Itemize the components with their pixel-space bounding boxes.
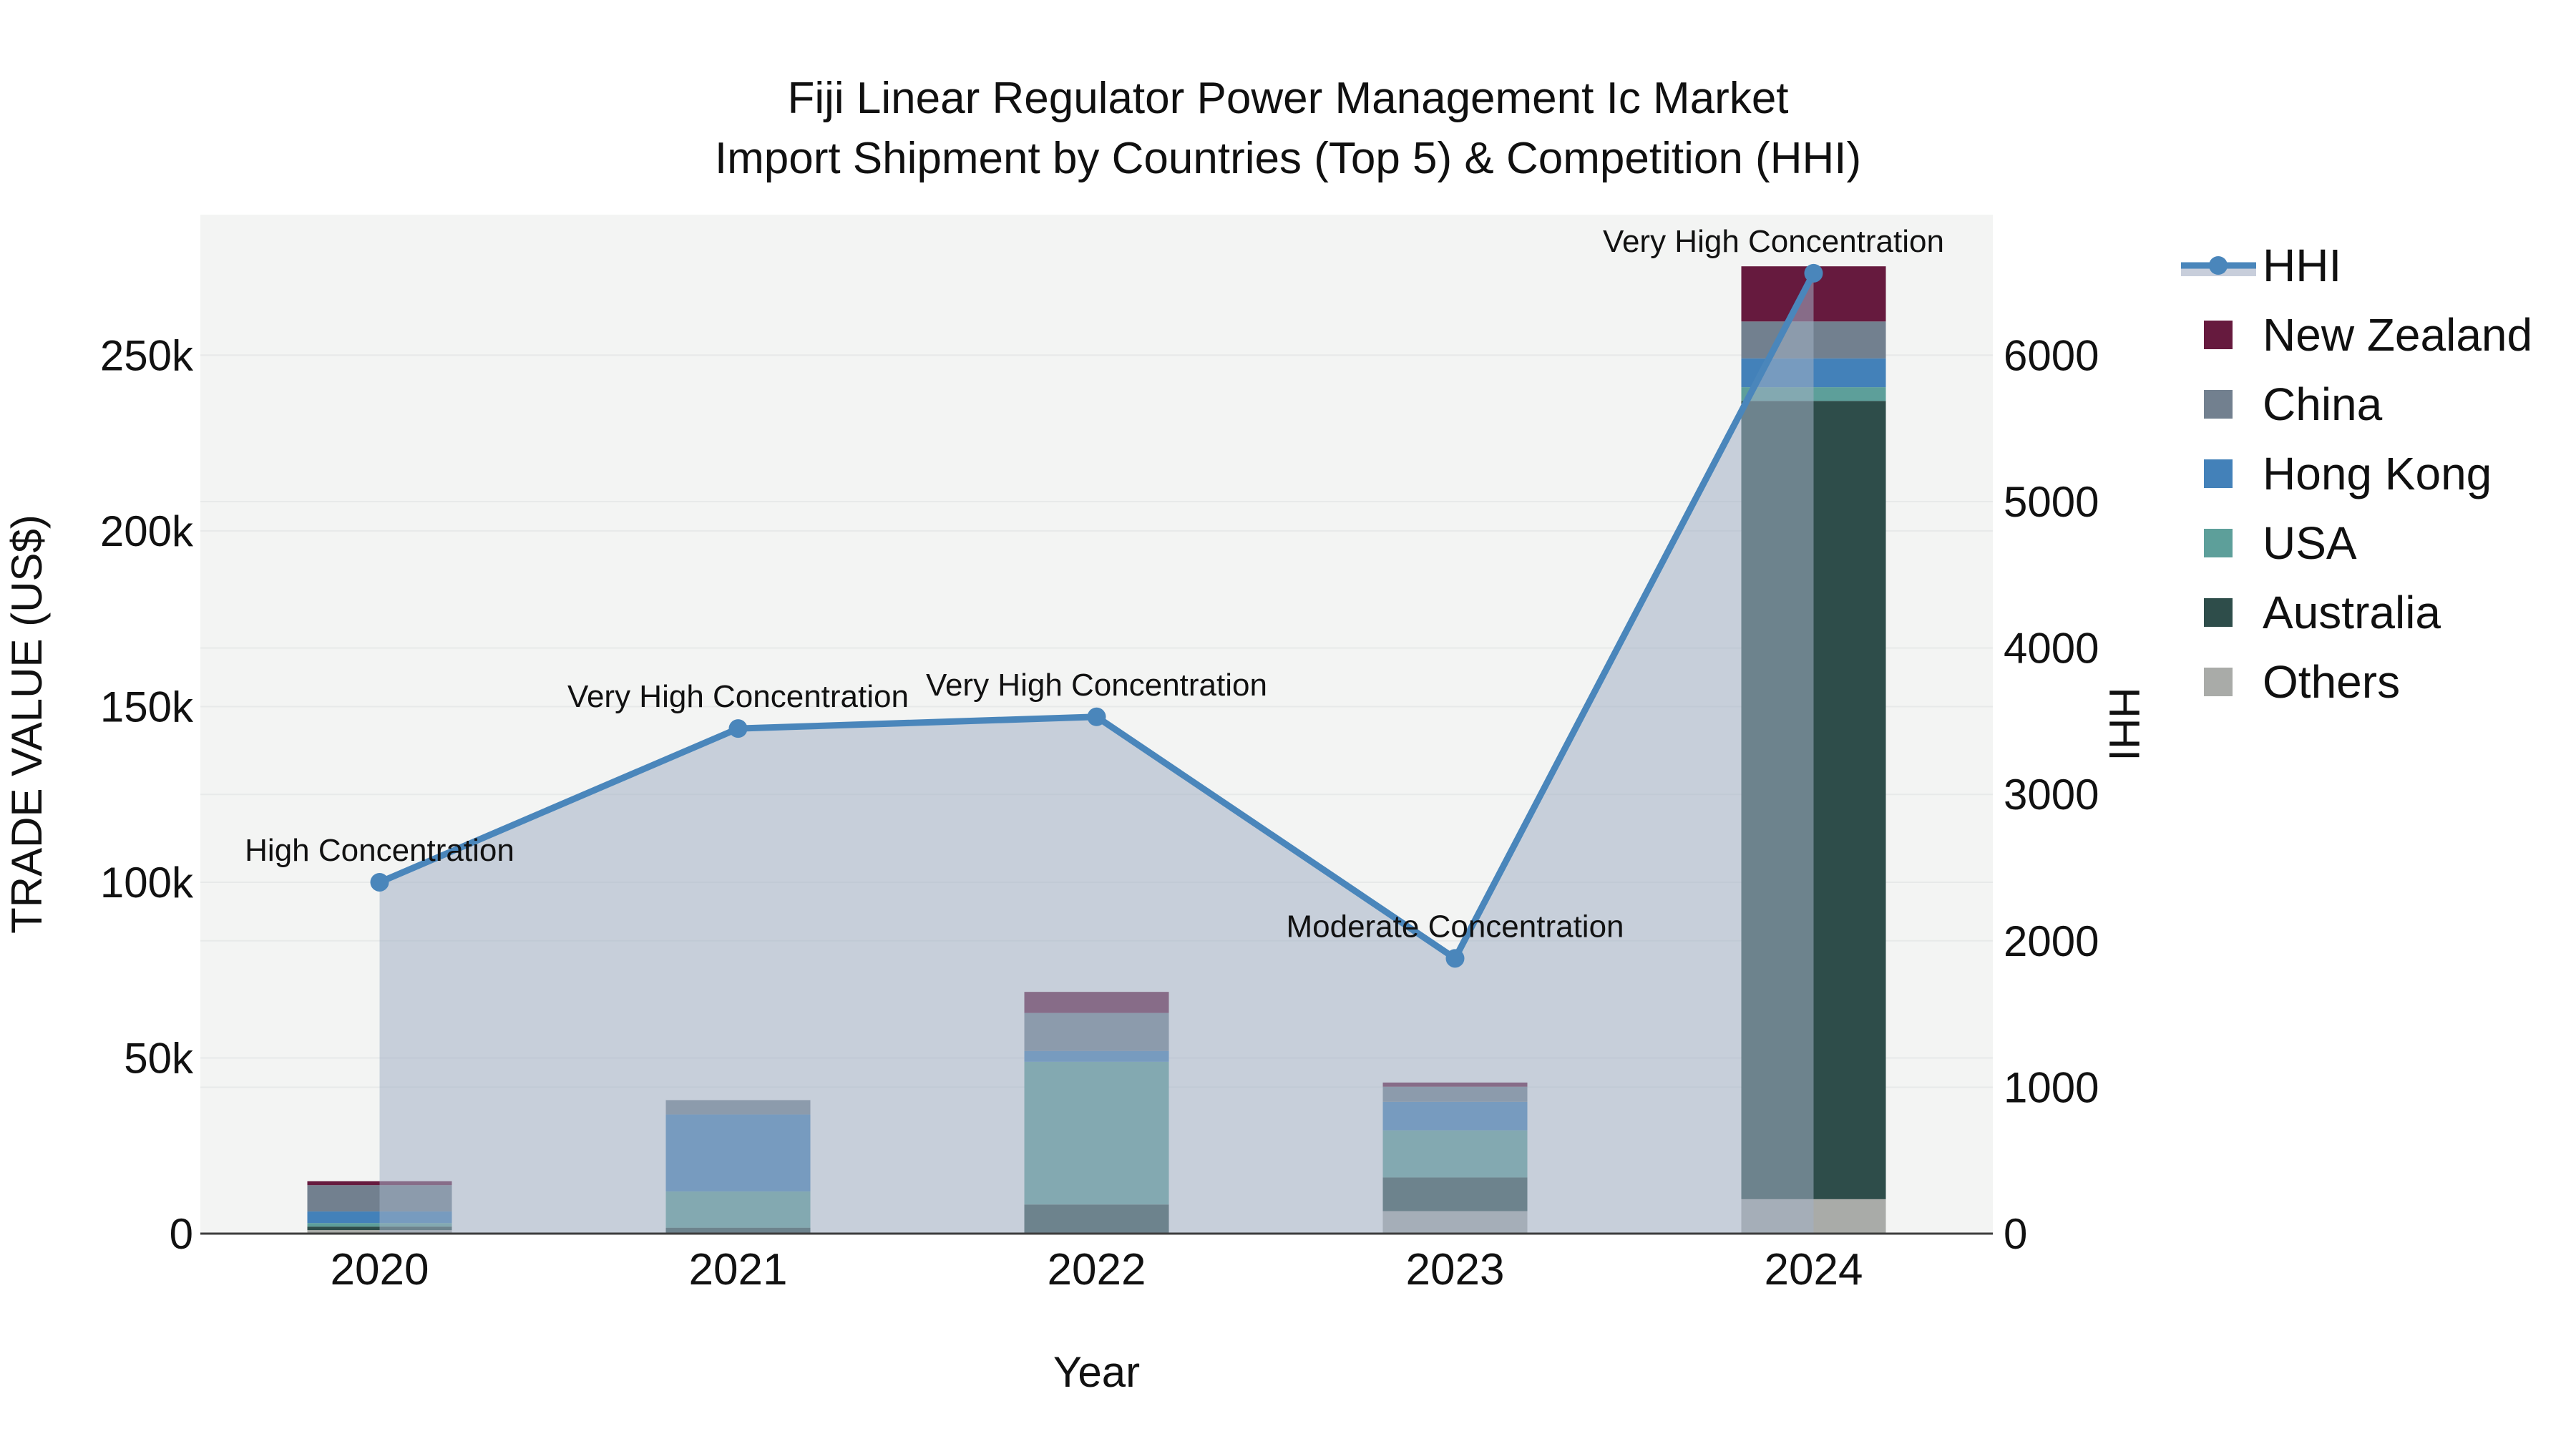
legend-item-label: Others <box>2263 655 2401 708</box>
x-tick-label: 2020 <box>331 1245 429 1294</box>
legend-swatch-color <box>2204 389 2233 419</box>
legend-item-label: USA <box>2263 517 2357 569</box>
y-right-tick-label: 6000 <box>2004 331 2099 379</box>
hhi-marker-2022[interactable] <box>1087 707 1106 726</box>
hhi-marker-2021[interactable] <box>728 719 748 738</box>
y-right-tick-label: 5000 <box>2004 478 2099 526</box>
legend-line-sample <box>2175 249 2263 282</box>
annotation-2023: Moderate Concentration <box>1286 909 1624 944</box>
legend-item-label: Australia <box>2263 586 2441 638</box>
y-right-tick-label: 1000 <box>2004 1063 2099 1111</box>
legend-item-hong-kong[interactable]: Hong Kong <box>2175 439 2576 508</box>
y-right-tick-label: 4000 <box>2004 625 2099 673</box>
legend-swatch-color <box>2204 528 2233 557</box>
y-left-tick-label: 50k <box>124 1034 194 1082</box>
legend-item-hhi[interactable]: HHI <box>2175 230 2576 300</box>
hhi-line-sample-icon <box>2181 255 2256 276</box>
annotation-2021: Very High Concentration <box>567 679 909 714</box>
legend-item-label: New Zealand <box>2263 308 2533 361</box>
annotation-2022: Very High Concentration <box>926 668 1267 703</box>
legend-item-australia[interactable]: Australia <box>2175 577 2576 647</box>
hhi-marker-2024[interactable] <box>1804 263 1823 283</box>
legend-swatch <box>2175 528 2263 557</box>
legend-item-label: Hong Kong <box>2263 447 2492 499</box>
hhi-marker-2020[interactable] <box>370 872 389 892</box>
legend-swatch-color <box>2204 459 2233 488</box>
legend-item-others[interactable]: Others <box>2175 647 2576 716</box>
y-left-tick-label: 250k <box>100 331 194 379</box>
hhi-marker-2023[interactable] <box>1445 949 1465 968</box>
legend-swatch <box>2175 320 2263 349</box>
legend-item-usa[interactable]: USA <box>2175 508 2576 577</box>
annotation-2020: High Concentration <box>245 833 514 868</box>
y-right-tick-label: 2000 <box>2004 917 2099 965</box>
legend-swatch-color <box>2204 667 2233 696</box>
legend-swatch <box>2175 597 2263 627</box>
chart-title-line2: Import Shipment by Countries (Top 5) & C… <box>714 134 1862 183</box>
annotation-2024: Very High Concentration <box>1603 224 1944 259</box>
legend-item-china[interactable]: China <box>2175 369 2576 439</box>
x-tick-label: 2023 <box>1406 1245 1505 1294</box>
legend-swatch <box>2175 459 2263 488</box>
x-tick-label: 2021 <box>689 1245 788 1294</box>
y-left-tick-label: 150k <box>100 683 194 731</box>
x-axis-title: Year <box>1053 1348 1140 1396</box>
y-right-tick-label: 0 <box>2004 1210 2027 1258</box>
x-tick-label: 2024 <box>1765 1245 1863 1294</box>
hhi-fill-area <box>379 273 1814 1234</box>
y-right-axis-title: HHI <box>2100 687 2148 761</box>
legend-item-label: HHI <box>2263 239 2342 291</box>
chart-title: Fiji Linear Regulator Power Management I… <box>0 69 2576 189</box>
legend-item-new-zealand[interactable]: New Zealand <box>2175 300 2576 369</box>
legend-swatch <box>2175 667 2263 696</box>
y-left-tick-label: 100k <box>100 859 194 907</box>
y-left-tick-label: 0 <box>170 1210 193 1258</box>
y-left-tick-label: 200k <box>100 507 194 555</box>
y-right-tick-label: 3000 <box>2004 771 2099 819</box>
legend-item-label: China <box>2263 378 2383 430</box>
legend-swatch <box>2175 389 2263 419</box>
legend-swatch-color <box>2204 320 2233 349</box>
legend-swatch-color <box>2204 597 2233 627</box>
legend: HHI New Zealand China Hong Kong USA Australia… <box>2175 230 2576 716</box>
x-tick-label: 2022 <box>1048 1245 1146 1294</box>
y-left-axis-title: TRADE VALUE (US$) <box>3 514 51 934</box>
chart-title-line1: Fiji Linear Regulator Power Management I… <box>787 74 1789 123</box>
